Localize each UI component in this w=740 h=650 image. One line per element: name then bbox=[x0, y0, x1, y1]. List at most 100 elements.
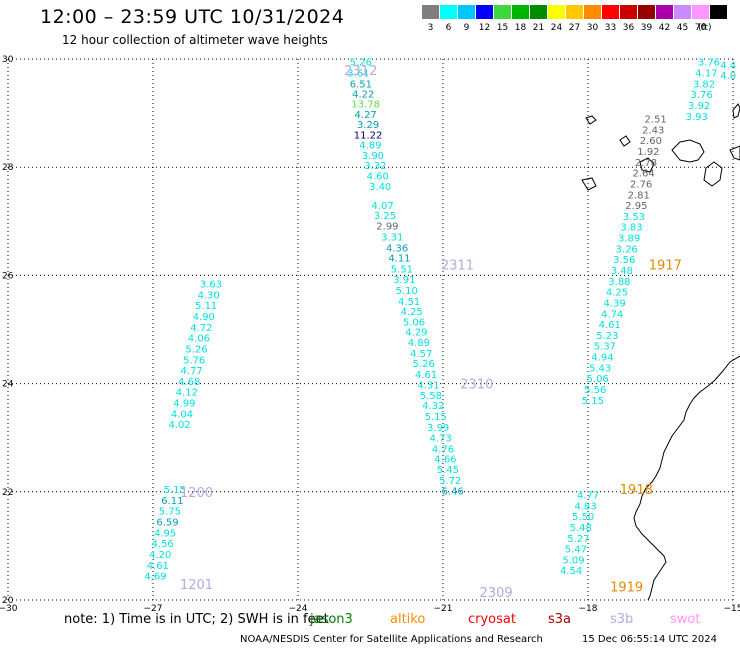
wave-height-value: 3.76 bbox=[690, 90, 712, 101]
wave-height-value: 5.09 bbox=[562, 555, 584, 566]
wave-height-value: 5.27 bbox=[567, 534, 589, 545]
wave-height-value: 6.51 bbox=[350, 79, 372, 90]
satellite-label: altiko bbox=[390, 612, 426, 627]
satellite-label: s3a bbox=[548, 612, 572, 627]
wave-height-value: 4.76 bbox=[432, 445, 454, 456]
lon-tick-label: −30 bbox=[0, 604, 18, 614]
wave-height-value: 4.29 bbox=[405, 328, 427, 339]
wave-height-value: 3.82 bbox=[693, 79, 715, 90]
wave-height-value: 5.58 bbox=[420, 391, 442, 402]
wave-height-value: 2.78 bbox=[635, 158, 657, 169]
wave-height-value: 3.61 bbox=[347, 69, 369, 80]
lat-tick-label: 26 bbox=[2, 271, 14, 281]
wave-height-value: 5.26 bbox=[413, 359, 435, 370]
legend-label: 27 bbox=[568, 23, 581, 33]
lon-tick-label: −18 bbox=[579, 604, 598, 614]
legend-swatch bbox=[422, 5, 439, 19]
wave-height-value: 4.04 bbox=[171, 409, 193, 420]
wave-height-value: 4.61 bbox=[415, 370, 437, 381]
wave-height-value: 4.06 bbox=[188, 334, 210, 345]
legend-label: 39 bbox=[640, 23, 653, 33]
wave-height-value: 5.47 bbox=[565, 545, 587, 556]
lat-tick-label: 30 bbox=[2, 55, 14, 65]
wave-height-value: 4.0 bbox=[720, 71, 736, 82]
wave-height-value: 4.17 bbox=[695, 69, 717, 80]
wave-height-value: 4.12 bbox=[176, 388, 198, 399]
wave-height-value: 4.83 bbox=[574, 501, 596, 512]
legend-swatch bbox=[638, 5, 655, 19]
wave-height-value: 4.25 bbox=[400, 307, 422, 318]
legend-swatch bbox=[620, 5, 637, 19]
wave-height-value: 4.56 bbox=[152, 539, 174, 550]
wave-height-value: 3.91 bbox=[393, 275, 415, 286]
satellite-label: jason3 bbox=[310, 612, 353, 627]
pass-time-label: 1917 bbox=[649, 259, 682, 274]
pass-time-label: 2309 bbox=[480, 586, 513, 601]
wave-height-value: 2.76 bbox=[630, 179, 652, 190]
wave-height-value: 5.06 bbox=[587, 374, 609, 385]
wave-height-value: 5.51 bbox=[391, 264, 413, 275]
legend-unit: (ft) bbox=[698, 23, 712, 33]
wave-height-value: 3.83 bbox=[620, 223, 642, 234]
pass-time-label: 2311 bbox=[441, 259, 474, 274]
legend-label: 18 bbox=[514, 23, 527, 33]
legend-swatch bbox=[440, 5, 457, 19]
wave-height-value: 5.26 bbox=[185, 344, 207, 355]
pass-time-label: 1201 bbox=[180, 578, 213, 593]
wave-height-value: 4.07 bbox=[371, 201, 393, 212]
lat-tick-label: 22 bbox=[2, 488, 13, 498]
wave-height-value: 5.56 bbox=[584, 385, 606, 396]
wave-height-value: 4.72 bbox=[190, 323, 212, 334]
wave-height-value: 4.89 bbox=[408, 338, 430, 349]
wave-height-value: 5.15 bbox=[164, 485, 186, 496]
wave-height-value: 3.56 bbox=[613, 255, 635, 266]
legend-swatch bbox=[566, 5, 583, 19]
wave-height-value: 4.66 bbox=[434, 454, 456, 465]
legend-swatch bbox=[656, 5, 673, 19]
map-title: 12:00 – 23:59 UTC 10/31/2024 bbox=[40, 6, 345, 28]
wave-height-value: 5.50 bbox=[572, 512, 594, 523]
legend-swatch bbox=[602, 5, 619, 19]
wave-height-value: 5.15 bbox=[582, 396, 604, 407]
wave-height-value: 4.90 bbox=[193, 312, 215, 323]
wave-height-value: 4.32 bbox=[422, 401, 444, 412]
wave-height-value: 4.77 bbox=[181, 366, 203, 377]
wave-height-value: 3.92 bbox=[688, 101, 710, 112]
wave-height-value: 3.53 bbox=[623, 212, 645, 223]
wave-height-value: 4.4 bbox=[720, 60, 736, 71]
wave-height-value: 3.32 bbox=[364, 161, 386, 172]
lon-tick-label: −27 bbox=[144, 604, 163, 614]
wave-height-value: 3.40 bbox=[369, 182, 391, 193]
wave-height-value: 3.89 bbox=[618, 234, 640, 245]
wave-height-value: 5.76 bbox=[183, 355, 205, 366]
wave-height-value: 3.88 bbox=[608, 277, 630, 288]
africa-coastline bbox=[633, 355, 740, 601]
wave-height-value: 2.81 bbox=[628, 190, 650, 201]
wave-height-value: 3.90 bbox=[362, 151, 384, 162]
coastline bbox=[581, 103, 740, 601]
wave-height-value: 2.51 bbox=[645, 115, 667, 126]
legend-label: 3 bbox=[427, 23, 434, 33]
wave-height-value: 4.20 bbox=[149, 550, 171, 561]
wave-height-value: 4.99 bbox=[173, 399, 195, 410]
legend-swatch bbox=[476, 5, 493, 19]
wave-height-value: 4.61 bbox=[147, 561, 169, 572]
satellite-label: swot bbox=[670, 612, 701, 627]
wave-height-value: 4.39 bbox=[603, 298, 625, 309]
wave-height-value: 3.76 bbox=[698, 58, 720, 69]
legend-label: 9 bbox=[463, 23, 470, 33]
wave-height-value: 4.73 bbox=[429, 434, 451, 445]
wave-height-value: 4.22 bbox=[352, 90, 374, 101]
wave-height-value: 4.25 bbox=[606, 288, 628, 299]
wave-height-value: 2.60 bbox=[640, 136, 662, 147]
wave-height-value: 5.48 bbox=[570, 523, 592, 534]
wave-height-value: 4.51 bbox=[398, 297, 420, 308]
wave-height-value: 5.06 bbox=[403, 317, 425, 328]
credit-line: NOAA/NESDIS Center for Satellite Applica… bbox=[240, 634, 543, 645]
legend-swatch bbox=[458, 5, 475, 19]
legend-label: 21 bbox=[532, 23, 545, 33]
pass-time-label: 2312 bbox=[344, 64, 377, 79]
satellite-label: cryosat bbox=[468, 612, 516, 627]
wave-height-value: 4.30 bbox=[197, 290, 219, 301]
